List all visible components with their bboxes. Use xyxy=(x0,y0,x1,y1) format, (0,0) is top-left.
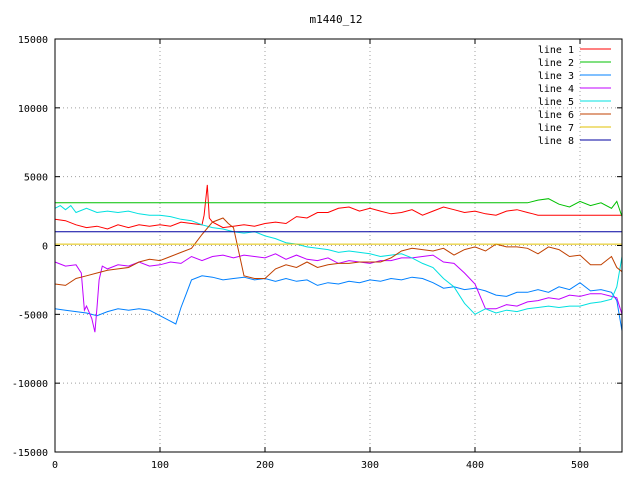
series-line-4 xyxy=(54,253,623,333)
axis-ticks: 0 100 200 300 400 500 -15000 -10000 -5000 0 5000 10… xyxy=(12,35,622,471)
x-tick-label: 400 xyxy=(466,460,484,471)
series-line-6 xyxy=(54,217,623,286)
grid xyxy=(55,39,622,452)
legend-label: line 1 xyxy=(538,45,574,56)
legend-label: line 8 xyxy=(538,136,574,147)
y-tick-label: -10000 xyxy=(12,379,48,390)
legend-label: line 4 xyxy=(538,84,574,95)
y-tick-label: 15000 xyxy=(18,35,48,46)
x-tick-label: 500 xyxy=(571,460,589,471)
x-tick-label: 200 xyxy=(256,460,274,471)
series-line-5 xyxy=(54,204,623,315)
chart-title: m1440_12 xyxy=(310,13,363,26)
y-tick-label: 10000 xyxy=(18,104,48,115)
legend-label: line 6 xyxy=(538,110,574,121)
x-tick-label: 100 xyxy=(151,460,169,471)
x-tick-label: 0 xyxy=(52,460,58,471)
series-group xyxy=(54,184,623,333)
legend-label: line 2 xyxy=(538,58,574,69)
y-tick-label: -15000 xyxy=(12,448,48,459)
y-tick-label: -5000 xyxy=(18,310,48,321)
y-tick-label: 5000 xyxy=(24,173,48,184)
legend-label: line 5 xyxy=(538,97,574,108)
y-tick-label: 0 xyxy=(42,242,48,253)
legend: line 1 line 2 line 3 line 4 line 5 line 6 line… xyxy=(538,45,611,147)
x-tick-label: 300 xyxy=(361,460,379,471)
legend-label: line 7 xyxy=(538,123,574,134)
series-line-3 xyxy=(54,275,623,331)
legend-label: line 3 xyxy=(538,71,574,82)
series-line-1 xyxy=(54,184,622,230)
series-line-2 xyxy=(55,198,623,217)
